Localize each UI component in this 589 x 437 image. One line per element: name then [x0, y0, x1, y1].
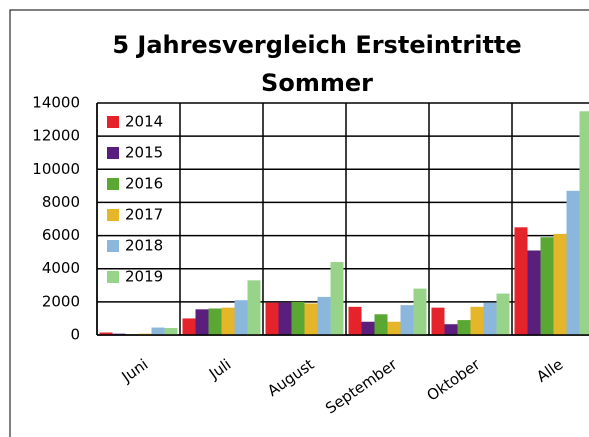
legend-swatch — [107, 209, 119, 221]
y-tick-label: 0 — [70, 326, 80, 344]
bar — [579, 111, 589, 336]
y-tick-label: 12000 — [32, 127, 80, 145]
bar — [304, 303, 318, 335]
bar — [278, 302, 292, 335]
bar — [291, 301, 305, 335]
y-tick-label: 14000 — [32, 94, 80, 112]
chart-title: Sommer — [261, 69, 373, 97]
bar — [431, 307, 445, 335]
bar — [151, 327, 165, 335]
bar — [457, 320, 471, 335]
y-tick-label: 10000 — [32, 160, 80, 178]
legend-label: 2018 — [125, 237, 163, 255]
bar — [483, 302, 497, 335]
x-tick-label: September — [322, 355, 401, 418]
y-tick-label: 2000 — [42, 292, 80, 310]
bar — [566, 190, 580, 335]
bar — [234, 300, 248, 335]
legend-swatch — [107, 116, 119, 128]
bar — [247, 280, 261, 335]
bar — [221, 307, 235, 335]
bar — [330, 262, 344, 335]
x-tick-label: August — [264, 355, 317, 400]
legend-swatch — [107, 240, 119, 252]
bar — [208, 308, 222, 335]
chart-title: 5 Jahresvergleich Ersteintritte — [112, 31, 521, 59]
bar — [540, 237, 554, 335]
legend-label: 2016 — [125, 175, 163, 193]
bar — [374, 314, 388, 335]
frame — [9, 9, 589, 437]
x-tick-label: Alle — [533, 355, 566, 386]
bar — [470, 306, 484, 335]
bar — [400, 305, 414, 335]
legend-label: 2019 — [125, 268, 163, 286]
bar — [348, 306, 362, 335]
legend-label: 2017 — [125, 206, 163, 224]
y-tick-label: 6000 — [42, 226, 80, 244]
bar — [195, 309, 209, 335]
bar — [496, 293, 510, 335]
legend-swatch — [107, 147, 119, 159]
bar — [387, 321, 401, 335]
bar — [164, 328, 178, 335]
bar — [361, 321, 375, 335]
bar — [99, 332, 113, 335]
bar — [514, 227, 528, 335]
bar — [317, 296, 331, 335]
legend-label: 2015 — [125, 144, 163, 162]
y-tick-label: 8000 — [42, 193, 80, 211]
legend-label: 2014 — [125, 113, 163, 131]
bar — [527, 250, 541, 335]
bar — [444, 324, 458, 335]
bar — [413, 288, 427, 335]
y-tick-label: 4000 — [42, 259, 80, 277]
x-tick-label: Juni — [118, 355, 152, 386]
bar — [182, 318, 196, 335]
bar — [265, 302, 279, 335]
legend-swatch — [107, 271, 119, 283]
bar — [553, 233, 567, 335]
legend-swatch — [107, 178, 119, 190]
x-tick-label: Juli — [205, 355, 234, 383]
x-tick-label: Oktober — [424, 355, 485, 405]
